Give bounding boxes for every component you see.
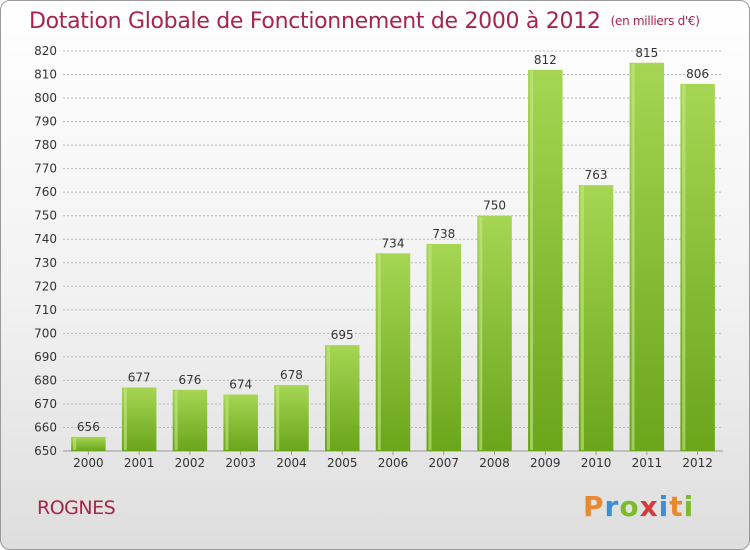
bar-2006 [375,253,411,451]
bar-highlight [174,390,178,450]
bar-2002 [172,389,208,451]
data-label: 806 [686,67,709,81]
x-tick-label: 2003 [225,456,256,470]
bar-2009 [528,69,563,451]
y-tick-label: 660 [34,420,57,434]
bar-2010 [578,185,614,451]
y-tick-label: 650 [34,444,57,458]
logo-letter: P [583,490,605,523]
x-tick-label: 2006 [378,456,409,470]
data-label: 676 [178,373,201,387]
bar-highlight [530,70,534,450]
logo-letter: i [658,490,670,523]
data-label: 674 [229,378,252,392]
bar-2000 [71,436,106,451]
logo-letter: t [669,490,684,523]
x-tick-label: 2010 [581,456,612,470]
bar-highlight [73,437,77,450]
x-tick-label: 2009 [530,456,561,470]
y-tick-label: 780 [34,138,57,152]
bar-highlight [682,84,686,451]
data-label: 750 [483,199,506,213]
x-axis-ticks: 2000 2001 2002 2003 2004 2005 2006 2007 2008 2009… [73,451,713,470]
y-tick-label: 680 [34,373,57,387]
y-tick-label: 770 [34,162,57,176]
data-labels: 656 677 676 674 678 695 734 738 750 812 763 815 806 [77,46,709,434]
data-label: 812 [534,53,557,67]
bar-highlight [428,244,432,450]
bar-2003 [223,394,258,451]
logo-letter: i [683,490,695,523]
y-tick-label: 810 [34,68,57,82]
bar-highlight [479,216,483,450]
bar-2001 [121,387,157,451]
logo-letter: r [604,490,620,523]
bar-highlight [631,63,635,450]
bar-highlight [377,254,381,450]
x-tick-label: 2004 [276,456,307,470]
bar-highlight [225,395,229,450]
y-tick-label: 800 [34,91,57,105]
y-tick-label: 690 [34,350,57,364]
logo-letter: x [639,490,659,523]
x-tick-label: 2002 [175,456,206,470]
proxiti-logo: Proxiti [583,490,694,523]
y-tick-label: 700 [34,326,57,340]
bar-highlight [276,386,280,450]
x-tick-label: 2008 [479,456,510,470]
data-label: 677 [128,370,151,384]
data-label: 734 [382,236,405,250]
chart-title: Dotation Globale de Fonctionnement de 20… [29,9,700,34]
y-tick-label: 760 [34,185,57,199]
bar-2008 [477,215,512,451]
bar-2007 [426,243,462,451]
bar-highlight [326,346,330,450]
data-label: 738 [432,227,455,241]
bar-highlight [580,186,584,450]
x-tick-label: 2005 [327,456,358,470]
y-tick-label: 730 [34,256,57,270]
data-label: 815 [635,46,658,60]
data-label: 678 [280,368,303,382]
y-tick-label: 720 [34,279,57,293]
bar-2004 [274,385,309,451]
x-tick-label: 2011 [632,456,663,470]
unit-label: (en milliers d'€) [610,14,700,28]
x-tick-label: 2012 [682,456,713,470]
y-tick-label: 750 [34,209,57,223]
y-tick-label: 790 [34,115,57,129]
y-axis-ticks: 650 660 670 680 690 700 710 720 730 740 750 760 770 7… [34,44,57,458]
x-tick-label: 2000 [73,456,104,470]
y-tick-label: 820 [34,44,57,58]
bar-highlight [123,388,127,450]
data-label: 695 [331,328,354,342]
y-tick-label: 740 [34,232,57,246]
bars [71,62,715,452]
bar-2011 [629,62,665,451]
data-label: 656 [77,420,100,434]
commune-name: ROGNES [37,497,116,519]
x-tick-label: 2001 [124,456,155,470]
bar-2005 [324,345,360,451]
x-tick-label: 2007 [428,456,459,470]
y-tick-label: 670 [34,397,57,411]
y-tick-label: 710 [34,303,57,317]
bar-2012 [680,83,715,452]
data-label: 763 [585,168,608,182]
logo-letter: o [619,490,640,523]
